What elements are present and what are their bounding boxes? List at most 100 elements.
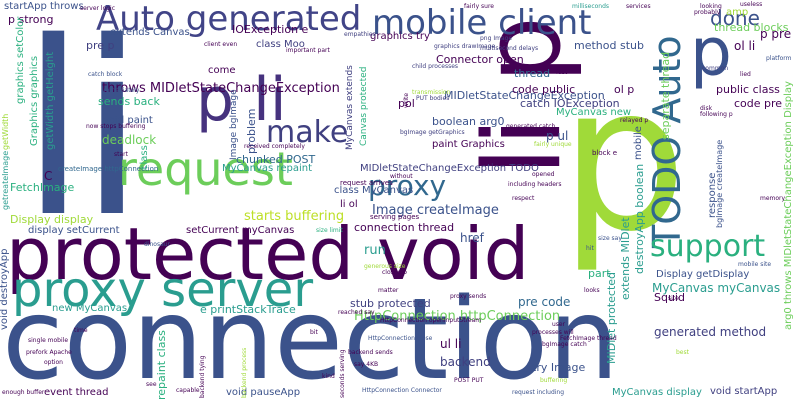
word-arg0-throws: arg0 throws MIDletStateChangeException D… [783,81,794,330]
word-graphics-graphics: Graphics graphics [29,55,40,146]
word-mycanvas-display: MyCanvas display [612,387,702,398]
word-p-li: p li [196,65,287,135]
word-deadlock: deadlock [102,133,157,147]
word-mycanvas-new: MyCanvas new [556,107,632,118]
word-thread: thread [514,67,551,80]
word-createimage-httpconnection: createImage httpConnection [58,165,159,173]
word-backend-process: backend process [241,347,248,398]
word-stub-protected: stub protected [350,297,431,310]
word-class-mycanvas: class MyCanvas [334,185,414,196]
word-backend-sends: backend sends [348,349,393,356]
word-void-startapp: void startApp [710,386,778,397]
word-graphics-drawimage: graphics drawImage [434,43,496,50]
word-say-4kb: say 4KB [354,361,379,368]
word-mobile-client: mobile client [372,3,592,43]
word-request-including: request including [512,389,565,396]
word-auto-generated: Auto generated [96,0,362,39]
word-midletstatechangeexception-todo: MIDletStateChangeException TODO [360,163,539,174]
word-try-image: try Image [532,361,586,374]
word-single-mobile: single mobile [28,337,69,344]
word-canvas-protected: Canvas protected [359,66,369,146]
word-user: user [552,321,566,328]
word-enough-buffer: enough buffer [2,389,45,396]
word-time: time [74,327,88,334]
word-dinosaur: dinosaur [144,241,171,248]
word-put-bodies: PUT bodies [416,95,450,102]
word-href: href [460,231,484,245]
word-connector-open: Connector open [436,53,524,66]
word-mycanvas-mycanvas: MyCanvas myCanvas [652,281,781,295]
word-now-stops-buffering: now stops buffering [86,123,146,130]
word-multisecond-delays: multisecond delays [480,45,539,52]
word-mobile-site: mobile site [738,261,772,268]
word-capable: capable [176,387,200,394]
word-immediately: immediately [102,87,140,94]
word-p-right: p [690,14,732,91]
word-squid: Squid [654,291,685,304]
word-new-mycanvas: new MyCanvas [52,303,128,314]
word-part: part [588,267,611,280]
word-connection: connection [2,275,620,400]
word-separate-thread: separate thread [659,51,672,140]
word-thread-blocks: thread blocks [714,21,789,34]
word-milliseconds: milliseconds [572,3,610,10]
word-hit: hit [586,245,594,252]
word-best: best [676,349,689,356]
word-connection-thread: connection thread [354,221,455,234]
word-services: services [626,3,651,10]
word-closed-p: closed p [382,269,407,276]
word-post-put: POST PUT [454,377,484,384]
word-httpconnection-openinputstream: HttpConnection openInputStream [380,317,482,324]
word-extends-canvas: extends Canvas [110,27,190,38]
word-bgimage-catch: bgImage catch [542,341,587,348]
word-pre-p: pre p [86,39,115,52]
word-throws-midletstatechangeexception: throws MIDletStateChangeException [102,81,340,96]
word-request: request [118,142,293,196]
word-ol-p: ol p [614,83,635,96]
word-common: common [702,65,729,72]
word-including-headers: including headers [508,181,562,188]
word-make: make [266,115,349,150]
word-chunked-post: chunked POST [236,153,316,166]
word-disk: disk [700,105,713,112]
word-looks: looks [584,287,600,294]
word-sends-back: sends back [98,95,160,108]
word-generated-catch: generated catch [506,123,556,130]
word-proxy-server: proxy server [12,262,314,318]
word-setcurrent-mycanvas: setCurrent myCanvas [186,225,295,236]
word-ol-li: ol li [734,39,756,53]
word-important-part: important part [286,47,330,54]
word-useless: useless [740,1,763,8]
word-request-arrives: request arrives [340,179,393,187]
word-received-completely: received completely [244,143,305,150]
word-looking: looking [700,3,722,10]
word-graphics-setcolor: graphics setColor [15,16,26,104]
word-repaint-class: repaint class [155,330,168,400]
word-getwidth-getheight: getWidth getHeight [45,51,56,150]
word-reached-say: reached say [338,309,375,316]
word-done: done [710,6,760,30]
word-lied: lied [740,71,751,78]
word-httpconnection-httpconnection: HttpConnection httpConnection [354,309,561,324]
word-kind: kind [322,373,335,380]
word-bit: bit [310,329,318,336]
word-extends-midlet: extends MIDlet [619,217,632,300]
word-startapp-throws: startApp throws [4,1,84,12]
word-void-paint: void paint [103,115,153,126]
word-fast: fast [556,69,568,76]
word-display-display: Display display [10,213,94,226]
word-seconds-serving: seconds serving [339,349,346,398]
word-destroyapp-boolean: destroyApp boolean [633,163,646,274]
word-ul-li-1: ul li [440,337,462,351]
word-image-createimage: Image createImage [372,203,499,218]
word-mycanvas-repaint: MyCanvas repaint [222,163,312,174]
word-class-moo: class Moo [256,39,305,50]
word-opened: opened [532,171,555,178]
word-li-ol: li ol [340,199,358,210]
word-display-getdisplay: Display getDisplay [656,269,750,280]
word-p-strong: p strong [8,13,54,26]
word-backend-tying: backend tying [199,355,206,398]
word-platform: platform [766,55,792,62]
word-code-public: code public [512,83,576,96]
word-e-printstacktrace: e printStackTrace [200,303,296,316]
